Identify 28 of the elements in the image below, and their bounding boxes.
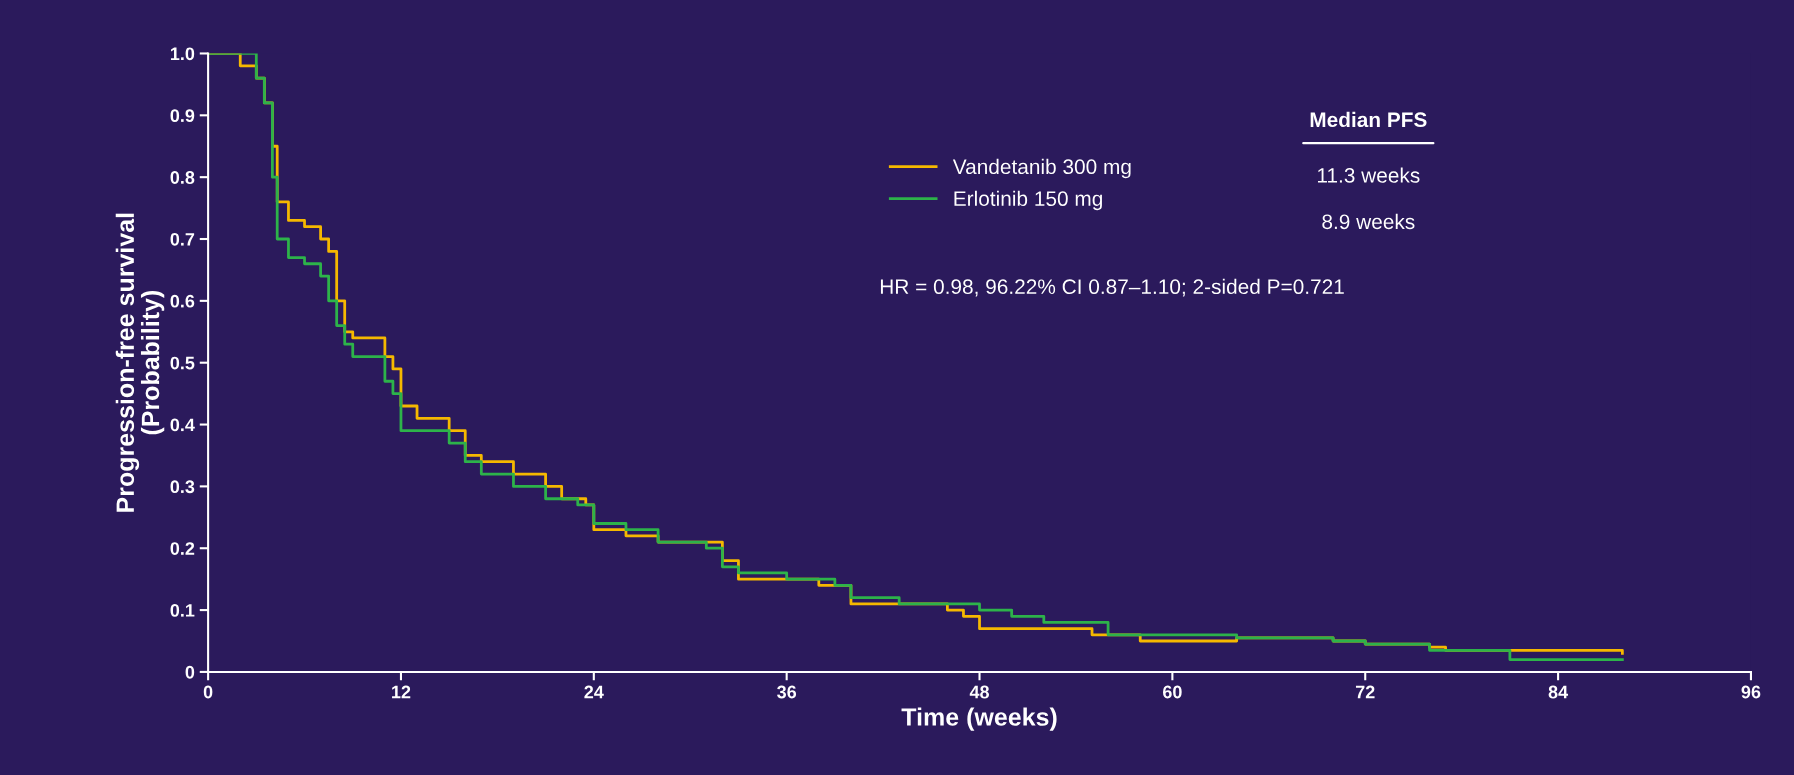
y-tick-label: 0.2 (170, 542, 195, 555)
y-tick-label: 0.8 (170, 171, 195, 184)
x-tick-label: 96 (1741, 685, 1761, 699)
y-axis-title: Progression-free survival (Probability) (115, 213, 165, 512)
x-tick-label: 72 (1355, 685, 1375, 699)
x-tick-label: 84 (1548, 685, 1569, 699)
annotation: 11.3 weeks (1317, 167, 1420, 183)
legend-label: Vandetanib 300 mg (952, 158, 1131, 179)
y-tick-label: 0.9 (170, 109, 195, 123)
annotation: Median PFS (1310, 111, 1427, 128)
y-tick-label: 0.4 (170, 418, 195, 432)
y-tick-label: 0.6 (170, 294, 195, 308)
legend-label: Erlotinib 150 mg (954, 190, 1102, 211)
y-tick-label: 0.7 (170, 232, 195, 246)
x-tick-label: 36 (777, 685, 797, 699)
y-tick-label: 1.0 (170, 47, 195, 61)
y-tick-label: 0.5 (170, 356, 195, 370)
y-tick-label: 0.1 (170, 604, 195, 617)
x-tick-label: 0 (203, 685, 213, 699)
y-tick-label: 0 (185, 665, 195, 679)
x-tick-label: 12 (392, 685, 411, 699)
y-tick-label: 0.3 (170, 480, 195, 494)
x-tick-label: 60 (1163, 685, 1182, 699)
annotation: 8.9 weeks (1322, 213, 1415, 230)
x-tick-label: 48 (969, 685, 990, 699)
x-axis-title: Time (weeks) (901, 707, 1057, 731)
annotation: HR = 0.98, 96.22% CI 0.87–1.10; 2-sided P=0.721 (880, 278, 1344, 297)
x-tick-label: 24 (584, 685, 604, 699)
